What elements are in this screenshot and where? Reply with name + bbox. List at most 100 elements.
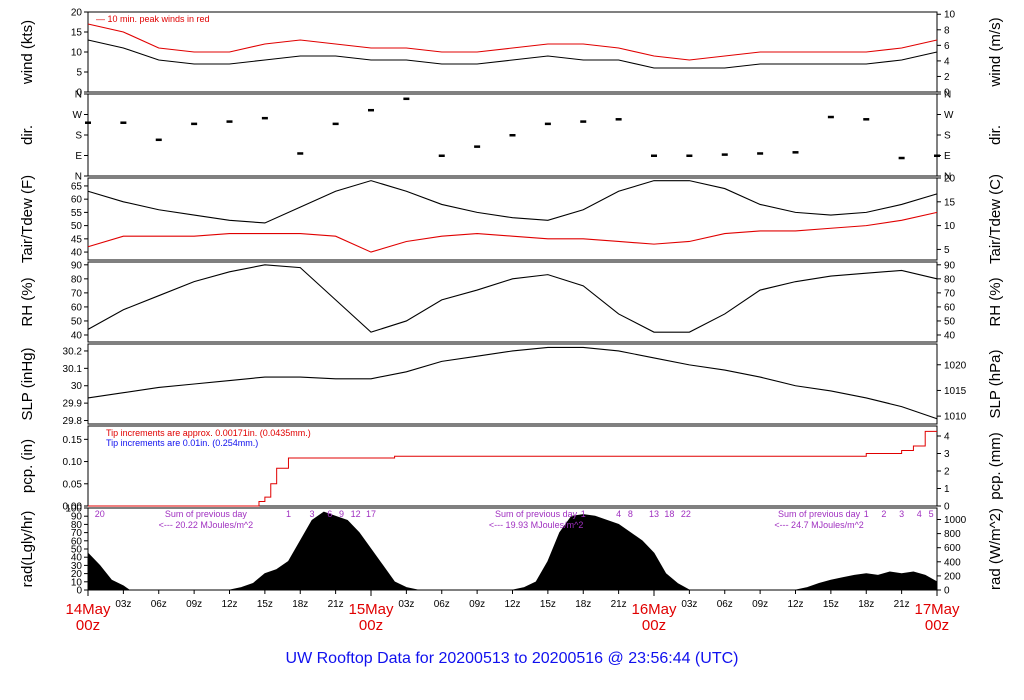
x-day-hour: 00z	[359, 617, 383, 634]
rad-hour-mark: 1	[286, 509, 291, 519]
x-day-hour: 00z	[76, 617, 100, 634]
y-tick-label: 0.15	[63, 435, 83, 446]
panel-frame	[87, 177, 938, 261]
y-tick-label: 0	[76, 88, 82, 99]
y2-tick-label: 50	[944, 316, 956, 327]
y2-tick-label: 8	[944, 25, 950, 36]
y2-axis-title: rad (W/m^2)	[987, 508, 1004, 590]
x-day-label: 16May	[631, 601, 677, 618]
rad-hour-mark: 17	[366, 509, 376, 519]
y2-tick-label: W	[944, 110, 954, 121]
y2-tick-label: 0	[944, 502, 950, 513]
panel-slp: 29.8 29.9 30 30.1 30.2 1010 1015 1020 SLP (inHg)…	[19, 343, 1004, 427]
y2-axis-title: wind (m/s)	[987, 17, 1004, 87]
y-tick-label: S	[75, 131, 82, 142]
y-tick-label: 70	[71, 528, 83, 539]
y2-tick-label: 400	[944, 557, 961, 568]
y-tick-label: 60	[71, 536, 83, 547]
y-tick-label: 100	[65, 504, 82, 515]
y2-tick-label: 10	[944, 10, 956, 21]
y-tick-label: 30.2	[63, 346, 83, 357]
y2-tick-label: 3	[944, 449, 950, 460]
x-tick-label: 18z	[858, 599, 874, 610]
data-point	[615, 118, 622, 121]
y-tick-label: 0.00	[63, 502, 83, 513]
y2-tick-label: 60	[944, 302, 956, 313]
y-axis-title: wind (kts)	[19, 20, 36, 85]
rad-hour-mark: 12	[351, 509, 361, 519]
rad-sum-value: <--- 24.7 MJoules/m^2	[774, 520, 864, 530]
y-tick-label: 90	[71, 260, 83, 271]
y-tick-label: 70	[71, 288, 83, 299]
series-line	[87, 39, 938, 69]
series-line	[87, 211, 938, 253]
rad-hour-mark: 3	[899, 509, 904, 519]
y-tick-label: 5	[76, 68, 82, 79]
data-point	[544, 122, 551, 126]
data-point	[934, 154, 940, 157]
y2-tick-label: 90	[944, 260, 956, 271]
series-area	[87, 511, 938, 591]
x-tick-label: 12z	[221, 599, 237, 610]
x-day-hour: 00z	[925, 617, 949, 634]
y-tick-label: 29.8	[63, 416, 83, 427]
y-tick-label: 20	[71, 8, 83, 19]
x-tick-label: 03z	[681, 599, 697, 610]
data-point	[863, 118, 870, 121]
data-point	[120, 121, 127, 124]
rad-hour-mark: 4	[616, 509, 621, 519]
y-tick-label: 10	[71, 48, 83, 59]
data-point	[226, 120, 233, 123]
y-tick-label: 15	[71, 28, 83, 39]
y2-tick-label: 1010	[944, 412, 967, 423]
panel-temp: 40 45 50 55 60 65 5 10 15 20 Tair/Tdew (F) Tair/Tde…	[19, 174, 1004, 265]
x-day-label: 15May	[348, 601, 394, 618]
data-point	[368, 108, 374, 112]
rad-hour-mark: 1	[864, 509, 869, 519]
data-point	[898, 156, 905, 160]
y2-tick-label: 40	[944, 330, 956, 341]
y-tick-label: 60	[71, 195, 83, 206]
y-tick-label: 55	[71, 208, 83, 219]
y2-axis-title: RH (%)	[987, 277, 1004, 326]
pcp-note: Tip increments are 0.01in. (0.254mm.)	[106, 438, 258, 448]
y2-axis-title: Tair/Tdew (C)	[987, 174, 1004, 264]
y2-tick-label: 70	[944, 288, 956, 299]
x-day-label: 14May	[65, 601, 111, 618]
rad-hour-mark: 13	[649, 509, 659, 519]
data-point	[757, 152, 764, 155]
y-tick-label: 50	[71, 221, 83, 232]
x-tick-label: 09z	[186, 599, 202, 610]
x-tick-label: 09z	[469, 599, 485, 610]
x-tick-label: 18z	[292, 599, 308, 610]
x-tick-label: 15z	[540, 599, 556, 610]
y-tick-label: 30.1	[63, 364, 83, 375]
y-axis-title: SLP (inHg)	[19, 347, 36, 420]
y2-tick-label: 0	[944, 586, 950, 597]
panel-frame	[87, 261, 938, 343]
panel-rad: 010203040506070809010002004006008001000r…	[19, 504, 1004, 597]
y-tick-label: E	[75, 151, 82, 162]
rad-hour-mark: 8	[628, 509, 633, 519]
rad-hour-mark: 18	[664, 509, 674, 519]
y2-tick-label: 1015	[944, 386, 967, 397]
y2-axis-title: SLP (hPa)	[987, 350, 1004, 419]
x-tick-label: 06z	[151, 599, 167, 610]
rad-hour-mark: 4	[917, 509, 922, 519]
data-point	[651, 154, 657, 157]
series-line	[87, 23, 938, 61]
data-point	[191, 122, 198, 126]
x-tick-label: 21z	[894, 599, 910, 610]
data-point	[792, 151, 799, 154]
rad-hour-mark: 20	[95, 509, 105, 519]
rad-sum-label: Sum of previous day	[165, 509, 248, 519]
y-tick-label: 90	[71, 512, 83, 523]
data-point	[686, 154, 693, 157]
x-tick-label: 03z	[398, 599, 414, 610]
x-day-hour: 00z	[642, 617, 666, 634]
y2-tick-label: E	[944, 151, 951, 162]
y-tick-label: 20	[71, 569, 83, 580]
panel-pcp: 0.00 0.05 0.10 0.15 0 1 2 3 4 pcp. (in) pcp. (mm) T…	[19, 425, 1004, 513]
